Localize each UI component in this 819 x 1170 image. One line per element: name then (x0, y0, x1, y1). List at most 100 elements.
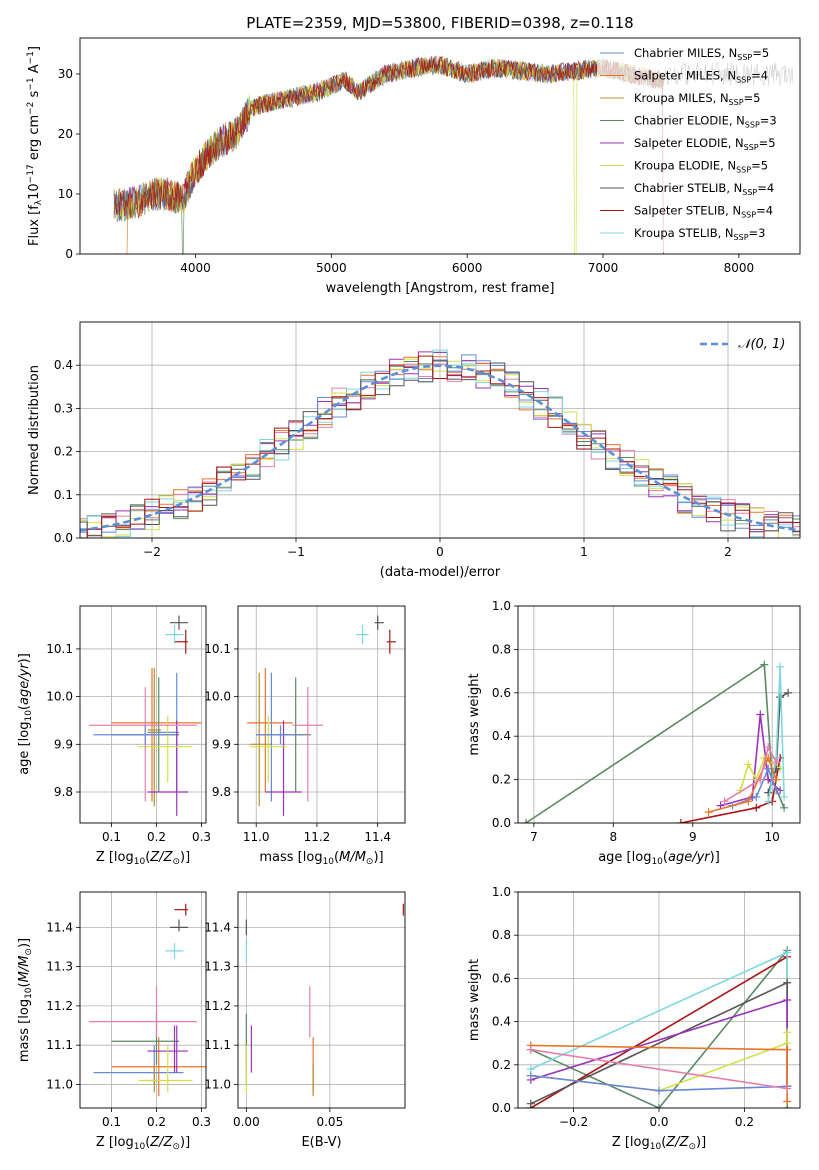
age-vs-mass-ytick-label: 10.1 (204, 642, 231, 656)
mass-weight-vs-Z-ytick-label: 1.0 (492, 885, 511, 899)
age-vs-Z-frame (79, 605, 207, 824)
spectrum-ytick-label: 30 (58, 67, 73, 81)
age-vs-mass-ytick-label: 10.0 (204, 690, 231, 704)
residual-histogram-xtick-label: 0 (436, 545, 444, 559)
age-vs-mass-xtick-label: 11.2 (304, 830, 331, 844)
mass-weight-vs-age-marker (676, 819, 685, 823)
mass-weight-vs-age-marker (760, 660, 769, 669)
mass-vs-Z-ytick-label: 11.1 (46, 1038, 73, 1052)
residual-histogram-xtick-label: −2 (143, 545, 161, 559)
mass-weight-vs-age-marker (780, 803, 789, 812)
mass-weight-vs-age-marker (704, 808, 713, 817)
mass-weight-vs-Z-marker (526, 1071, 535, 1080)
mass-weight-vs-Z-axes: −0.2 0.0 0.2 0.0 0.2 0.4 0.6 0.8 1.0 (492, 885, 800, 1129)
mass-vs-Z-xtick-label: 0.3 (192, 1115, 211, 1129)
mass-vs-EBV-ytick-label: 11.4 (204, 920, 231, 934)
mass-weight-vs-age-ytick-label: 0.0 (492, 816, 511, 830)
mass-weight-vs-age-marker (752, 792, 761, 801)
mass-weight-vs-age-marker (756, 775, 765, 784)
mass-weight-vs-age-marker (780, 792, 789, 801)
spectrum-ytick-label: 20 (58, 127, 73, 141)
mass-weight-vs-Z-xtick-label: 0.0 (649, 1115, 668, 1129)
age-vs-mass-frame (237, 605, 406, 824)
spectrum-xlabel: wavelength [Angstrom, rest frame] (326, 281, 555, 296)
mass-vs-Z-xlabel: Z [log10(Z/Z⊙)] (96, 1135, 190, 1152)
mass-weight-vs-age-ylabel: mass weight (467, 673, 482, 755)
mass-weight-vs-age-ytick-label: 0.4 (492, 729, 511, 743)
mass-vs-EBV-ytick-label: 11.0 (204, 1077, 231, 1091)
mass-weight-vs-Z-marker (526, 1045, 535, 1054)
mass-weight-vs-age-ytick-label: 0.2 (492, 773, 511, 787)
mass-weight-vs-Z-ytick-label: 0.4 (492, 1015, 511, 1029)
mass-weight-vs-age-marker (744, 760, 753, 769)
mass-weight-vs-age-marker (764, 764, 773, 773)
residual-histogram-ylabel: Normed distribution (27, 365, 42, 495)
legend-label-3: Chabrier ELODIE, NSSP=3 (634, 114, 777, 130)
spectrum-ylabel: Flux [fλ10−17 erg cm−2 s−1 A−1] (26, 46, 44, 246)
mass-weight-vs-Z-marker (783, 1045, 792, 1054)
mass-vs-EBV-points (245, 903, 404, 1097)
histogram-series-3 (80, 351, 800, 533)
mass-vs-EBV-xtick-label: 0.05 (316, 1115, 343, 1129)
spectrum-ytick-label: 0 (65, 247, 73, 261)
mass-weight-vs-age-xtick-label: 7 (530, 830, 538, 844)
age-vs-mass-points (247, 615, 396, 816)
mass-vs-EBV-ytick-label: 11.2 (204, 999, 231, 1013)
spectrum-frame (79, 37, 801, 255)
age-vs-Z-ytick-label: 10.0 (46, 690, 73, 704)
mass-vs-Z-ytick-label: 11.0 (46, 1077, 73, 1091)
mass-weight-vs-age-xtick-label: 9 (689, 830, 697, 844)
spectrum-xtick-label: 5000 (316, 261, 347, 275)
age-vs-mass-ytick-label: 9.8 (212, 785, 231, 799)
age-vs-Z-xtick-label: 0.3 (192, 830, 211, 844)
legend-label-5: Kroupa ELODIE, NSSP=5 (634, 159, 768, 175)
mass-weight-vs-Z-marker (783, 948, 792, 957)
legend-label-6: Chabrier STELIB, NSSP=4 (634, 181, 774, 197)
mass-weight-vs-age-ytick-label: 0.8 (492, 642, 511, 656)
mass-weight-vs-age-marker (744, 797, 753, 806)
spectrum-axes: 4000 5000 6000 7000 8000 0 10 20 30 (58, 67, 754, 275)
legend-label-1: Salpeter MILES, NSSP=4 (634, 69, 768, 85)
mass-weight-vs-age-frame (517, 605, 801, 824)
mass-weight-vs-Z-marker (655, 1104, 663, 1108)
residual-histogram-xtick-label: −1 (287, 545, 305, 559)
mass-weight-vs-age-marker (756, 710, 765, 719)
mass-weight-vs-age-marker (764, 788, 773, 797)
mass-weight-vs-age-marker (720, 797, 729, 806)
histogram-legend-label: 𝒩(0, 1) (738, 337, 785, 352)
mass-weight-vs-Z-frame (517, 891, 801, 1109)
histogram-series-8 (80, 355, 800, 538)
mass-vs-EBV-ytick-label: 11.3 (204, 960, 231, 974)
mass-weight-vs-Z-marker (783, 996, 792, 1004)
mass-weight-vs-age-xlabel: age [log10(age/yr)] (598, 850, 720, 867)
age-vs-mass-xtick-label: 11.0 (243, 830, 270, 844)
mass-weight-vs-Z-ytick-label: 0.2 (492, 1058, 511, 1072)
histogram-series-7 (80, 360, 800, 537)
mass-weight-vs-age-marker (764, 797, 773, 806)
age-vs-Z-xtick-label: 0.2 (147, 830, 166, 844)
mass-vs-Z-frame (79, 891, 207, 1109)
mass-vs-EBV-xlabel: E(B-V) (301, 1135, 341, 1150)
mass-vs-EBV-ytick-label: 11.1 (204, 1038, 231, 1052)
histogram-steps (80, 349, 800, 538)
mass-weight-vs-Z-marker (783, 1028, 792, 1037)
age-vs-Z-axes: 0.1 0.2 0.3 9.8 9.9 10.0 10.1 (46, 606, 211, 844)
mass-weight-vs-Z-marker (783, 1084, 792, 1093)
residual-histogram-xtick-label: 2 (724, 545, 732, 559)
residual-histogram-xtick-label: 1 (580, 545, 588, 559)
mass-vs-Z-ytick-label: 11.4 (46, 920, 73, 934)
age-vs-mass-axes: 11.0 11.2 11.4 9.8 9.9 10.0 10.1 (204, 606, 405, 844)
age-vs-Z-ytick-label: 9.9 (54, 737, 73, 751)
residual-histogram-ytick-label: 0.0 (54, 531, 73, 545)
mass-weight-vs-age-ytick-label: 0.6 (492, 686, 511, 700)
age-vs-Z-xlabel: Z [log10(Z/Z⊙)] (96, 850, 190, 867)
age-vs-Z-ytick-label: 10.1 (46, 642, 73, 656)
legend-label-7: Salpeter STELIB, NSSP=4 (634, 204, 773, 220)
mass-weight-vs-Z-marker (526, 1099, 535, 1108)
spectrum-ytick-label: 10 (58, 187, 73, 201)
mass-weight-vs-age-marker (772, 775, 781, 784)
histogram-series-6 (80, 354, 800, 538)
mass-vs-Z-axes: 0.1 0.2 0.3 11.0 11.1 11.2 11.3 11.4 (46, 892, 211, 1129)
mass-weight-vs-age-marker (772, 786, 781, 795)
